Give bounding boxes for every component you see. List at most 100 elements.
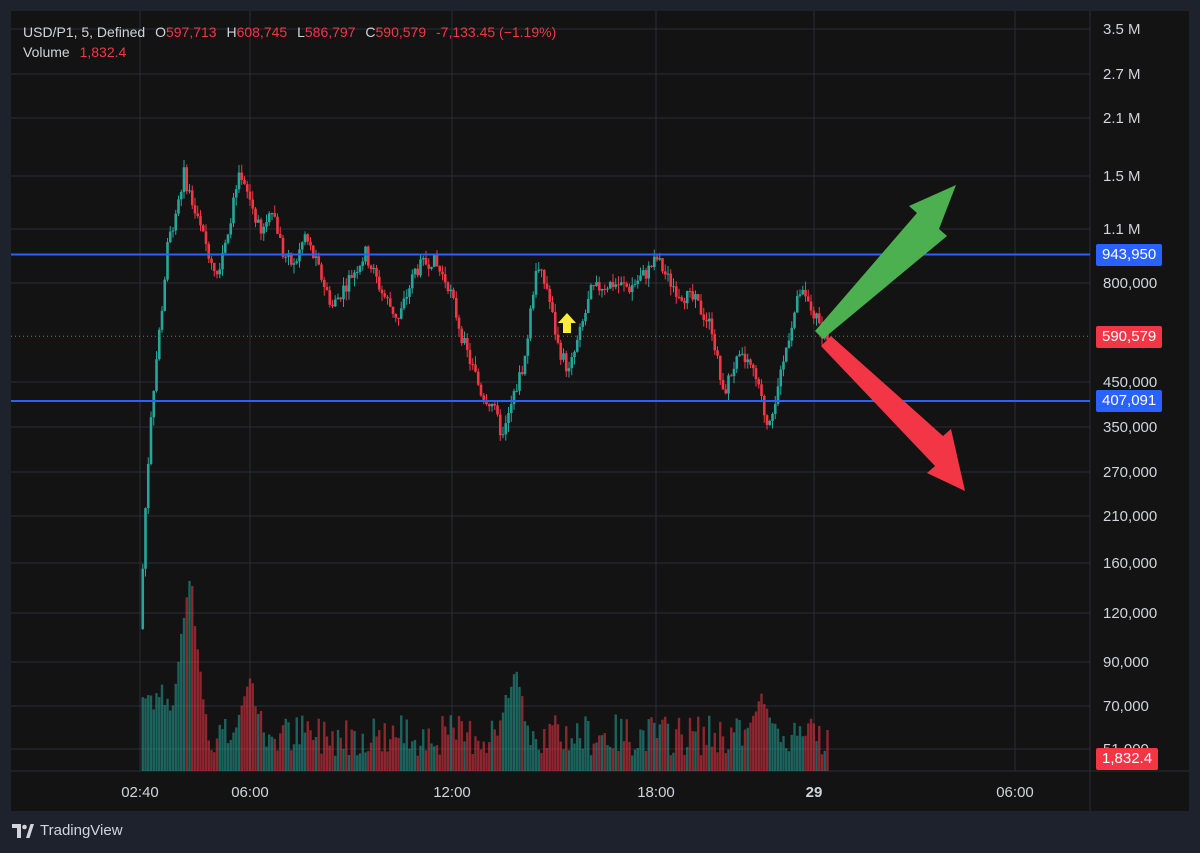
candle-body bbox=[320, 264, 323, 280]
volume-bar bbox=[345, 720, 348, 771]
candle-body bbox=[531, 294, 535, 309]
candle-body bbox=[749, 359, 752, 365]
candle-body bbox=[567, 368, 571, 372]
volume-bar bbox=[812, 723, 815, 771]
volume-bar bbox=[196, 649, 199, 771]
volume-bar bbox=[801, 736, 804, 771]
volume-bar bbox=[323, 721, 326, 771]
volume-bar bbox=[771, 723, 774, 771]
volume-bar bbox=[647, 719, 650, 771]
candle-body bbox=[672, 286, 675, 288]
volume-bar bbox=[790, 734, 793, 771]
upper-level-tag[interactable]: 943,950 bbox=[1096, 244, 1163, 266]
lower-level-tag[interactable]: 407,091 bbox=[1096, 390, 1163, 412]
candle-body bbox=[245, 184, 249, 192]
volume-bar bbox=[727, 749, 730, 771]
candle-body bbox=[377, 276, 381, 290]
time-tick-label: 12:00 bbox=[433, 784, 471, 801]
volume-bar bbox=[369, 742, 373, 771]
volume-bar bbox=[347, 754, 351, 771]
volume-bar bbox=[383, 723, 386, 771]
volume-bar bbox=[191, 585, 194, 771]
volume-bar bbox=[540, 752, 543, 771]
volume-bar bbox=[147, 695, 150, 771]
candle-body bbox=[570, 357, 574, 369]
volume-bar bbox=[655, 738, 659, 771]
candle-body bbox=[784, 347, 788, 362]
volume-bar bbox=[449, 715, 452, 771]
candle-body bbox=[683, 300, 686, 304]
volume-bar bbox=[567, 750, 571, 771]
volume-bar bbox=[268, 734, 271, 771]
candle-body bbox=[240, 172, 244, 181]
candle-body bbox=[270, 213, 274, 215]
candle-body bbox=[826, 331, 829, 340]
candle-body bbox=[776, 386, 780, 404]
price-tick-label: 2.7 M bbox=[1103, 66, 1141, 83]
volume-value: 1,832.4 bbox=[79, 44, 127, 60]
volume-bar bbox=[303, 732, 307, 771]
volume-bar bbox=[163, 704, 166, 771]
time-tick-label: 06:00 bbox=[996, 784, 1034, 801]
volume-bar bbox=[430, 743, 433, 771]
volume-bar bbox=[380, 751, 384, 771]
candle-body bbox=[168, 231, 172, 243]
volume-bar bbox=[672, 752, 675, 771]
volume-bar bbox=[435, 745, 439, 771]
candle-body bbox=[273, 213, 277, 217]
candle-body bbox=[317, 256, 321, 265]
volume-bar bbox=[510, 686, 513, 771]
volume-bar bbox=[521, 696, 524, 771]
candle-body bbox=[542, 269, 546, 284]
candle-body bbox=[589, 284, 593, 299]
volume-bar bbox=[339, 737, 342, 771]
candle-body bbox=[410, 274, 414, 289]
candle-body bbox=[438, 266, 442, 272]
volume-bar bbox=[207, 740, 210, 771]
volume-bar bbox=[416, 755, 419, 771]
candle-body bbox=[333, 299, 337, 307]
volume-bar bbox=[507, 697, 510, 771]
tradingview-logo[interactable]: TradingView bbox=[12, 822, 123, 839]
candle-body bbox=[655, 256, 659, 260]
candle-body bbox=[705, 319, 708, 322]
volume-bar bbox=[218, 724, 221, 771]
candle-body bbox=[193, 205, 197, 214]
price-tick-label: 3.5 M bbox=[1103, 21, 1141, 38]
price-chart[interactable]: 3.5 M 2.7 M 2.1 M 1.5 M 1.1 M 800,000 450,000 3… bbox=[11, 11, 1189, 811]
volume-bar bbox=[166, 698, 169, 771]
candle-body bbox=[806, 296, 810, 302]
candle-body bbox=[226, 234, 230, 243]
volume-bar bbox=[389, 739, 392, 771]
volume-label: Volume bbox=[23, 44, 70, 60]
volume-bar bbox=[444, 726, 447, 771]
candle-body bbox=[584, 313, 587, 322]
volume-bar bbox=[754, 711, 758, 771]
volume-bar bbox=[361, 733, 364, 771]
candle-body bbox=[600, 289, 604, 291]
chart-panel[interactable]: 3.5 M 2.7 M 2.1 M 1.5 M 1.1 M 800,000 450,000 3… bbox=[11, 11, 1189, 811]
candle-body bbox=[201, 225, 205, 232]
candle-body bbox=[556, 334, 560, 343]
volume-bar bbox=[152, 709, 155, 771]
volume-bar bbox=[677, 717, 681, 771]
volume-bar bbox=[598, 735, 601, 771]
candle-body bbox=[284, 256, 288, 258]
candle-body bbox=[207, 243, 211, 259]
candle-body bbox=[812, 310, 816, 319]
volume-bar bbox=[358, 753, 362, 771]
volume-bar bbox=[735, 718, 738, 771]
volume-bar bbox=[169, 710, 172, 771]
volume-bar bbox=[180, 633, 183, 771]
candle-body bbox=[592, 284, 596, 287]
candle-body bbox=[292, 263, 296, 265]
legend-symbol: USD/P1, 5, Defined bbox=[23, 24, 146, 40]
volume-bar bbox=[427, 728, 430, 771]
volume-bar bbox=[270, 736, 274, 771]
volume-bar bbox=[576, 723, 579, 771]
volume-bar bbox=[314, 736, 318, 771]
volume-bar bbox=[807, 723, 810, 771]
candle-body bbox=[300, 242, 304, 250]
candle-body bbox=[391, 306, 395, 314]
price-tick-label: 1.1 M bbox=[1103, 221, 1141, 238]
